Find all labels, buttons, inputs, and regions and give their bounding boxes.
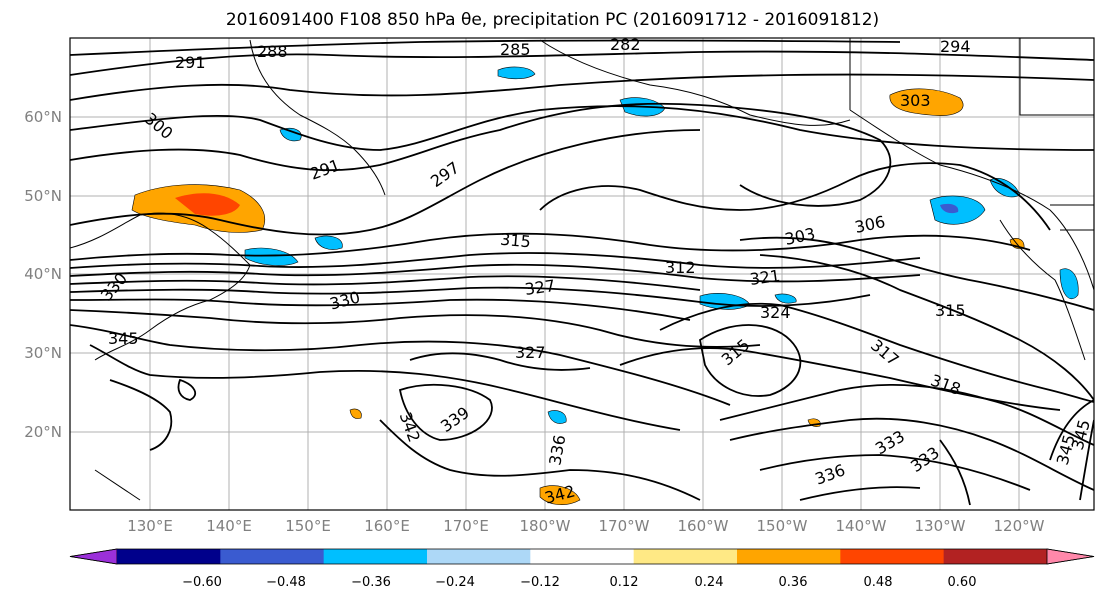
contour-label: 282 bbox=[610, 35, 641, 54]
contour-label: 288 bbox=[257, 42, 288, 61]
precip-strong-region bbox=[175, 193, 240, 216]
lon-label: 160°E bbox=[364, 517, 410, 535]
precip-negative-region bbox=[547, 410, 567, 424]
precip-negative-region bbox=[244, 247, 299, 266]
map-title: 2016091400 F108 850 hPa θe, precipitatio… bbox=[225, 10, 880, 30]
colorbar-tick-label: 0.60 bbox=[947, 575, 977, 590]
colorbar-tick-label: −0.48 bbox=[266, 575, 306, 590]
lat-label: 40°N bbox=[24, 265, 62, 283]
colorbar-segment bbox=[117, 549, 221, 564]
precip-negative-region bbox=[1059, 268, 1079, 300]
precip-shading bbox=[131, 66, 1079, 505]
precip-strong-negative-region bbox=[940, 203, 959, 214]
colorbar-extend-min bbox=[69, 548, 118, 565]
plot-frame bbox=[69, 37, 1095, 511]
colorbar-tick-label: 0.36 bbox=[778, 575, 808, 590]
lon-label: 150°E bbox=[285, 517, 331, 535]
precip-negative-region bbox=[774, 293, 797, 304]
precip-negative-region bbox=[497, 66, 536, 80]
colorbar-segment bbox=[323, 549, 428, 564]
lat-label: 30°N bbox=[24, 344, 62, 362]
contour-label: 312 bbox=[665, 258, 696, 277]
lon-label: 140°W bbox=[835, 517, 887, 535]
colorbar-tick-label: −0.24 bbox=[435, 575, 475, 590]
colorbar-segment bbox=[737, 549, 841, 564]
precip-positive-region bbox=[349, 408, 362, 419]
theta-e-contours bbox=[70, 39, 1094, 506]
contour-label: 285 bbox=[500, 40, 531, 59]
precip-positive-region bbox=[539, 485, 581, 505]
lon-label: 130°W bbox=[914, 517, 966, 535]
colorbar-tick-label: −0.36 bbox=[351, 575, 391, 590]
colorbar-tick-label: 0.48 bbox=[863, 575, 893, 590]
lon-label: 120°W bbox=[993, 517, 1045, 535]
colorbar-segment bbox=[943, 549, 1048, 564]
lon-label: 170°W bbox=[598, 517, 650, 535]
contour-label: 324 bbox=[760, 303, 791, 322]
contour-label: 291 bbox=[175, 53, 206, 72]
lat-label: 20°N bbox=[24, 423, 62, 441]
lon-label: 180°W bbox=[519, 517, 571, 535]
colorbar-segment bbox=[633, 549, 738, 564]
colorbar-tick-label: −0.60 bbox=[182, 575, 222, 590]
contour-label: 321 bbox=[748, 266, 781, 289]
lon-label: 160°W bbox=[677, 517, 729, 535]
colorbar-segment bbox=[427, 549, 531, 564]
colorbar-segment bbox=[530, 549, 635, 564]
colorbar-segment bbox=[840, 549, 945, 564]
colorbar-tick-label: −0.12 bbox=[520, 575, 560, 590]
contour-label: 327 bbox=[515, 343, 546, 362]
colorbar-extend-max bbox=[1046, 548, 1095, 565]
gridlines bbox=[70, 38, 1094, 510]
contour-label: 315 bbox=[935, 301, 966, 320]
contour-label: 315 bbox=[499, 230, 531, 252]
colorbar-tick-label: 0.24 bbox=[694, 575, 724, 590]
contour-label: 294 bbox=[940, 37, 971, 56]
lon-label: 130°E bbox=[127, 517, 173, 535]
lon-label: 140°E bbox=[206, 517, 252, 535]
lon-label: 150°W bbox=[756, 517, 808, 535]
precip-negative-region bbox=[314, 235, 343, 250]
precip-negative-region bbox=[279, 128, 302, 142]
colorbar-tick-label: 0.12 bbox=[609, 575, 639, 590]
colorbar-outline bbox=[69, 548, 1095, 565]
contour-label: 327 bbox=[523, 276, 556, 299]
contour-label: 303 bbox=[900, 91, 931, 110]
precip-positive-region bbox=[889, 88, 964, 116]
contour-label: 345 bbox=[108, 329, 139, 348]
lat-label: 60°N bbox=[24, 108, 62, 126]
lon-label: 170°E bbox=[443, 517, 489, 535]
colorbar bbox=[69, 548, 1095, 565]
lat-label: 50°N bbox=[24, 187, 62, 205]
colorbar-segment bbox=[220, 549, 325, 564]
